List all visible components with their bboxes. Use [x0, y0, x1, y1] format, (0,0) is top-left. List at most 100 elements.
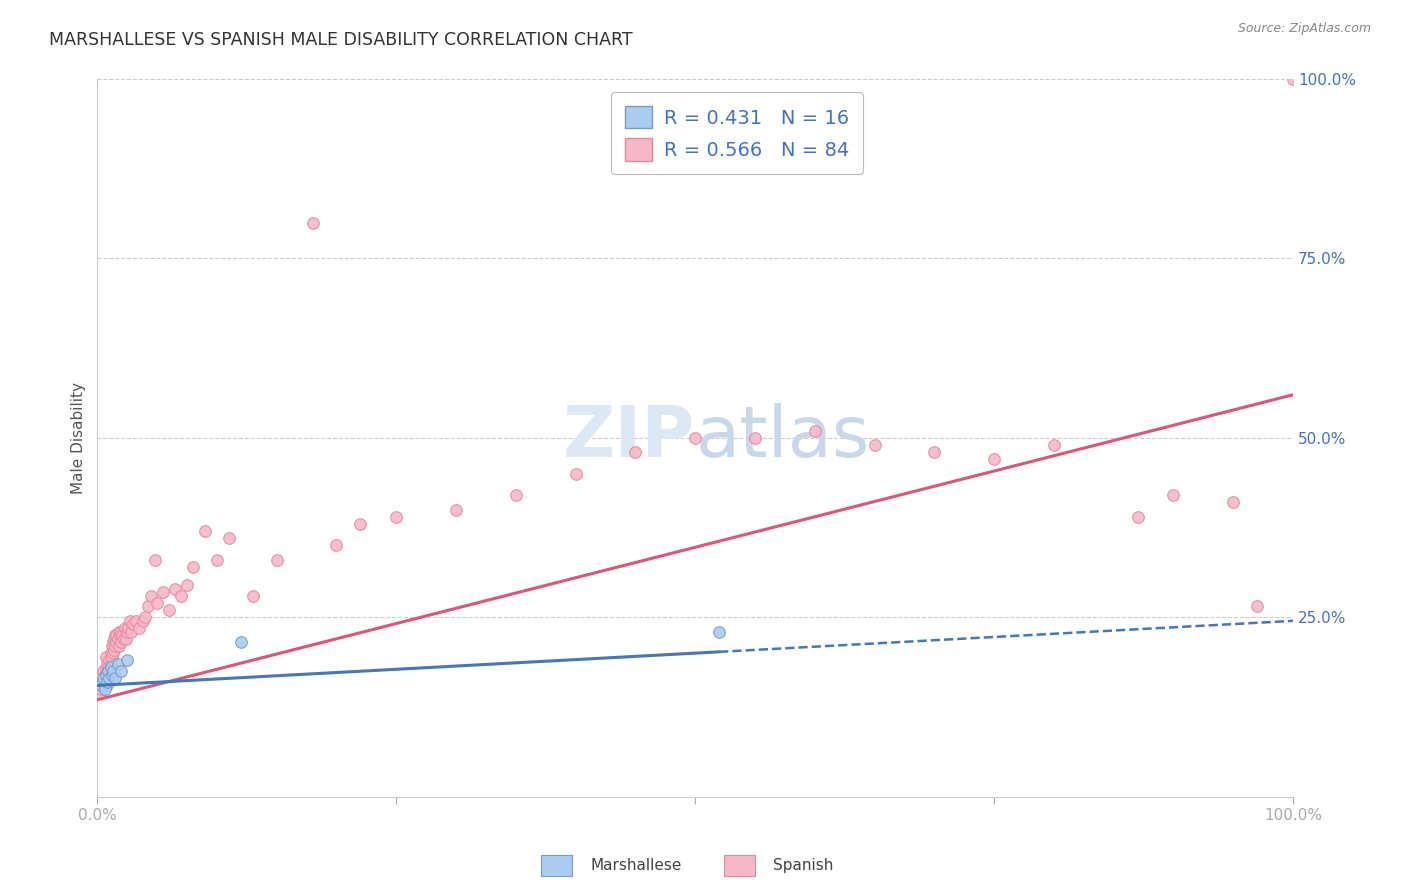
- Point: [104, 639, 127, 653]
- Point: [325, 539, 347, 553]
- Point: [98, 671, 121, 685]
- Point: [170, 589, 193, 603]
- Point: [707, 624, 730, 639]
- Point: [1246, 599, 1268, 614]
- Point: [176, 578, 198, 592]
- Text: Marshallese: Marshallese: [591, 858, 682, 872]
- Point: [96, 657, 118, 671]
- Point: [194, 524, 217, 538]
- Point: [157, 603, 180, 617]
- Point: [104, 671, 127, 685]
- Point: [90, 681, 112, 696]
- Point: [96, 667, 118, 681]
- Text: Spanish: Spanish: [773, 858, 834, 872]
- Point: [924, 445, 946, 459]
- Point: [143, 553, 166, 567]
- Point: [152, 585, 174, 599]
- Point: [91, 674, 114, 689]
- Point: [118, 614, 141, 628]
- Point: [98, 653, 121, 667]
- Point: [91, 664, 114, 678]
- Point: [218, 531, 240, 545]
- Point: [94, 649, 117, 664]
- Point: [181, 560, 204, 574]
- Point: [94, 671, 117, 685]
- Point: [114, 621, 136, 635]
- Point: [100, 667, 122, 681]
- Point: [94, 667, 117, 681]
- Point: [110, 624, 132, 639]
- Point: [444, 502, 467, 516]
- Point: [1222, 495, 1244, 509]
- Point: [1126, 509, 1149, 524]
- Point: [112, 632, 135, 646]
- Point: [93, 681, 115, 696]
- Point: [115, 632, 138, 646]
- Point: [108, 628, 131, 642]
- Point: [1163, 488, 1185, 502]
- Point: [744, 431, 766, 445]
- Point: [134, 610, 156, 624]
- Point: [100, 649, 122, 664]
- Point: [683, 431, 706, 445]
- Point: [564, 467, 586, 481]
- Point: [101, 635, 124, 649]
- Point: [115, 624, 138, 639]
- Point: [803, 424, 825, 438]
- Y-axis label: Male Disability: Male Disability: [72, 382, 86, 494]
- Point: [107, 657, 129, 671]
- Point: [983, 452, 1005, 467]
- Point: [863, 438, 886, 452]
- Point: [110, 635, 132, 649]
- Legend: R = 0.431   N = 16, R = 0.566   N = 84: R = 0.431 N = 16, R = 0.566 N = 84: [612, 92, 863, 174]
- Point: [100, 657, 122, 671]
- Point: [96, 678, 118, 692]
- Point: [242, 589, 264, 603]
- Point: [105, 635, 128, 649]
- Point: [103, 642, 125, 657]
- Point: [104, 628, 127, 642]
- Point: [97, 664, 120, 678]
- Point: [101, 664, 124, 678]
- Point: [624, 445, 647, 459]
- Point: [100, 660, 122, 674]
- Text: ZIP: ZIP: [562, 403, 695, 473]
- Text: atlas: atlas: [695, 403, 869, 473]
- Point: [90, 678, 112, 692]
- Point: [94, 664, 117, 678]
- Point: [97, 660, 120, 674]
- Point: [141, 589, 163, 603]
- Point: [100, 639, 122, 653]
- Point: [120, 624, 142, 639]
- Point: [105, 628, 128, 642]
- Point: [110, 664, 132, 678]
- Point: [132, 614, 155, 628]
- Point: [505, 488, 527, 502]
- Point: [301, 215, 323, 229]
- Point: [91, 674, 114, 689]
- Point: [136, 599, 159, 614]
- Point: [349, 516, 371, 531]
- Point: [165, 582, 187, 596]
- Text: MARSHALLESE VS SPANISH MALE DISABILITY CORRELATION CHART: MARSHALLESE VS SPANISH MALE DISABILITY C…: [49, 31, 633, 49]
- Point: [101, 646, 124, 660]
- Point: [108, 624, 131, 639]
- Point: [100, 646, 122, 660]
- Point: [111, 628, 134, 642]
- Point: [205, 553, 228, 567]
- Point: [266, 553, 288, 567]
- Point: [93, 671, 115, 685]
- Point: [128, 621, 150, 635]
- Point: [117, 621, 139, 635]
- Point: [124, 614, 146, 628]
- Point: [97, 664, 120, 678]
- Point: [103, 632, 125, 646]
- Point: [122, 617, 145, 632]
- Point: [146, 596, 169, 610]
- Point: [98, 667, 121, 681]
- Point: [1282, 72, 1305, 87]
- Point: [107, 632, 129, 646]
- Text: Source: ZipAtlas.com: Source: ZipAtlas.com: [1237, 22, 1371, 36]
- Point: [93, 667, 115, 681]
- Point: [229, 635, 252, 649]
